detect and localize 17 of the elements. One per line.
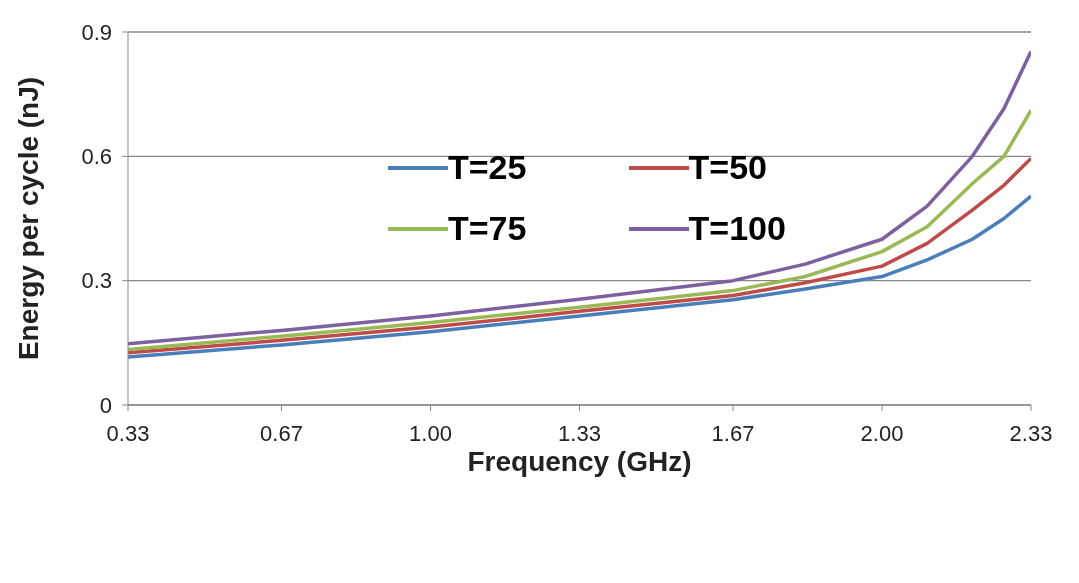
y-tick-label: 0 (99, 392, 112, 418)
x-tick-label: 0.33 (106, 420, 150, 446)
x-tick-label: 1.00 (409, 420, 452, 446)
x-axis-title: Frequency (GHz) (467, 446, 692, 477)
legend-label: T=50 (688, 148, 767, 187)
legend-label: T=100 (688, 209, 786, 248)
y-tick-label: 0.9 (81, 19, 112, 45)
x-tick-label: 1.67 (711, 420, 755, 446)
y-axis-title: Energy per cycle (nJ) (12, 76, 44, 361)
y-tick-label: 0.6 (81, 144, 112, 170)
legend-label: T=25 (448, 148, 527, 187)
x-tick-label: 2.00 (860, 420, 904, 446)
x-tick-label: 1.33 (558, 420, 601, 446)
legend-label: T=75 (448, 209, 527, 248)
y-tick-label: 0.3 (81, 268, 112, 294)
x-tick-label: 0.67 (260, 420, 303, 446)
x-tick-label: 2.33 (1009, 420, 1053, 446)
